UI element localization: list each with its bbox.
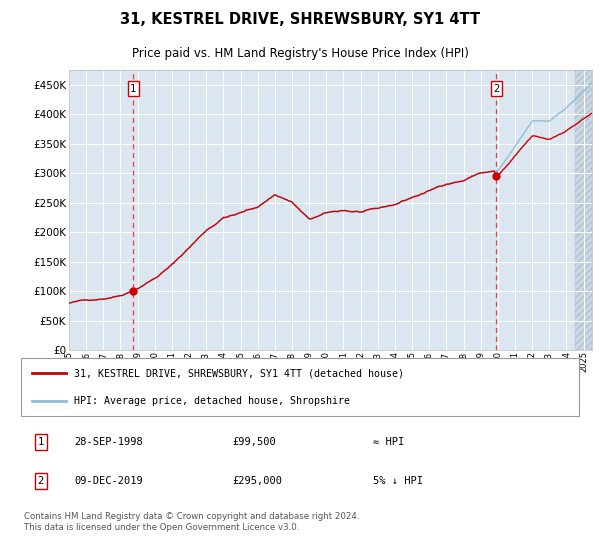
Text: 31, KESTREL DRIVE, SHREWSBURY, SY1 4TT (detached house): 31, KESTREL DRIVE, SHREWSBURY, SY1 4TT (…: [74, 368, 404, 378]
Text: ≈ HPI: ≈ HPI: [373, 437, 404, 447]
Text: 09-DEC-2019: 09-DEC-2019: [74, 476, 143, 486]
FancyBboxPatch shape: [21, 358, 579, 416]
Text: 31, KESTREL DRIVE, SHREWSBURY, SY1 4TT: 31, KESTREL DRIVE, SHREWSBURY, SY1 4TT: [120, 12, 480, 27]
Text: Price paid vs. HM Land Registry's House Price Index (HPI): Price paid vs. HM Land Registry's House …: [131, 47, 469, 60]
Text: 2: 2: [37, 476, 44, 486]
Text: £295,000: £295,000: [232, 476, 283, 486]
Text: HPI: Average price, detached house, Shropshire: HPI: Average price, detached house, Shro…: [74, 396, 350, 406]
Text: £99,500: £99,500: [232, 437, 276, 447]
Polygon shape: [575, 70, 592, 350]
Text: Contains HM Land Registry data © Crown copyright and database right 2024.
This d: Contains HM Land Registry data © Crown c…: [23, 512, 359, 531]
Text: 5% ↓ HPI: 5% ↓ HPI: [373, 476, 424, 486]
Text: 1: 1: [130, 83, 136, 94]
Text: 28-SEP-1998: 28-SEP-1998: [74, 437, 143, 447]
Text: 2: 2: [493, 83, 500, 94]
Text: 1: 1: [37, 437, 44, 447]
